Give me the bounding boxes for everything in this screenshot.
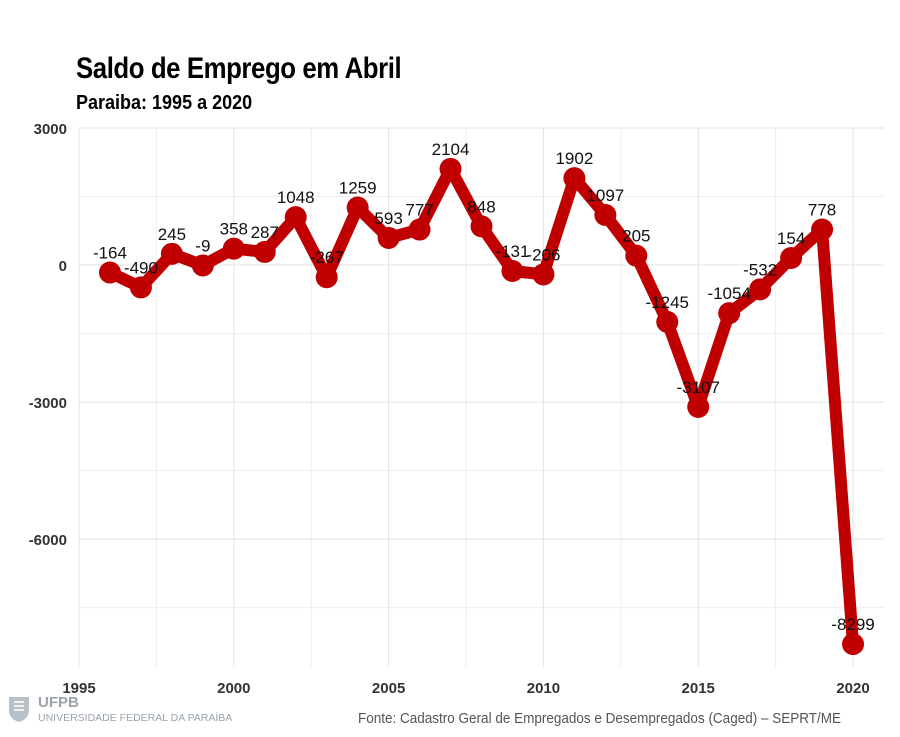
data-point xyxy=(129,276,152,299)
data-label: -3107 xyxy=(676,378,719,397)
logo-name: UFPB xyxy=(38,693,79,711)
data-label: -490 xyxy=(124,258,158,277)
data-points xyxy=(98,157,865,656)
data-point xyxy=(191,254,214,277)
x-tick-labels: 1995 2000 2005 2010 2015 2020 xyxy=(62,680,869,697)
data-point xyxy=(408,218,431,241)
data-point xyxy=(594,203,617,226)
data-label: -206 xyxy=(526,245,560,264)
data-point xyxy=(377,226,400,249)
data-point xyxy=(470,215,493,238)
data-point xyxy=(284,206,307,229)
data-point xyxy=(656,310,679,333)
y-tick-label: 0 xyxy=(59,258,67,275)
data-label: -164 xyxy=(93,244,127,263)
data-point xyxy=(563,167,586,190)
data-label: 358 xyxy=(220,220,248,239)
y-tick-label: -6000 xyxy=(29,532,67,549)
data-label: 778 xyxy=(808,200,836,219)
data-point xyxy=(315,266,338,289)
x-tick-label: 2010 xyxy=(527,680,560,697)
y-tick-labels: 3000 0 -3000 -6000 xyxy=(29,121,67,549)
x-tick-label: 2005 xyxy=(372,680,405,697)
source-note: Fonte: Cadastro Geral de Empregados e De… xyxy=(358,710,841,727)
data-point xyxy=(222,237,245,260)
data-label: -9 xyxy=(195,236,210,255)
data-label: 205 xyxy=(622,227,650,246)
data-label: -267 xyxy=(310,248,344,267)
data-point xyxy=(532,263,555,286)
data-point xyxy=(780,246,803,269)
chart-subtitle: Paraiba: 1995 a 2020 xyxy=(76,92,253,114)
series-line-path xyxy=(104,162,859,651)
ufpb-emblem-icon xyxy=(9,697,29,722)
data-point xyxy=(749,278,772,301)
data-point xyxy=(253,240,276,263)
series-line xyxy=(104,162,859,651)
data-point xyxy=(718,302,741,325)
data-label: 2104 xyxy=(432,140,470,159)
grid-lines xyxy=(78,127,884,667)
data-point xyxy=(98,261,121,284)
data-point xyxy=(501,260,524,283)
data-point xyxy=(687,395,710,418)
data-label: 154 xyxy=(777,229,805,248)
data-label: -1054 xyxy=(707,284,750,303)
data-label: 777 xyxy=(405,201,433,220)
x-tick-label: 2000 xyxy=(217,680,250,697)
data-label: 1902 xyxy=(555,149,593,168)
x-tick-label: 1995 xyxy=(62,680,95,697)
x-tick-label: 2020 xyxy=(836,680,869,697)
data-label: -131 xyxy=(495,242,529,261)
logo-subtitle: UNIVERSIDADE FEDERAL DA PARAÍBA xyxy=(38,711,233,724)
data-label: -8299 xyxy=(831,615,874,634)
data-point xyxy=(811,218,834,241)
data-point xyxy=(346,196,369,219)
x-tick-label: 2015 xyxy=(682,680,715,697)
y-tick-label: 3000 xyxy=(34,121,67,138)
data-label: 1097 xyxy=(586,186,624,205)
data-point xyxy=(160,242,183,265)
data-label: 1048 xyxy=(277,188,315,207)
data-label: -1245 xyxy=(646,293,689,312)
chart-title: Saldo de Emprego em Abril xyxy=(76,52,402,85)
data-point xyxy=(625,244,648,267)
data-label: 848 xyxy=(467,197,495,216)
ufpb-logo: UFPB UNIVERSIDADE FEDERAL DA PARAÍBA xyxy=(6,694,232,724)
y-tick-label: -3000 xyxy=(29,395,67,412)
data-point xyxy=(842,633,865,656)
data-label: 245 xyxy=(158,225,186,244)
data-label: 593 xyxy=(374,209,402,228)
data-label: -532 xyxy=(743,260,777,279)
data-label: 1259 xyxy=(339,179,377,198)
data-label: 287 xyxy=(251,223,279,242)
data-point xyxy=(439,157,462,180)
